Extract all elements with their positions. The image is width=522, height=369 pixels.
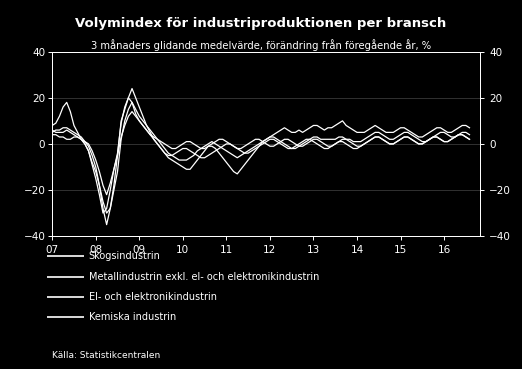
Text: Volymindex för industriproduktionen per bransch: Volymindex för industriproduktionen per …: [75, 17, 447, 30]
Text: El- och elektronikindustrin: El- och elektronikindustrin: [89, 292, 217, 302]
Text: Kemiska industrin: Kemiska industrin: [89, 312, 176, 323]
Text: Metallindustrin exkl. el- och elektronikindustrin: Metallindustrin exkl. el- och elektronik…: [89, 272, 319, 282]
Text: Källa: Statistikcentralen: Källa: Statistikcentralen: [52, 351, 160, 360]
Text: 3 månaders glidande medelvärde, förändring från föregående år, %: 3 månaders glidande medelvärde, förändri…: [91, 39, 431, 51]
Text: Skogsindustrin: Skogsindustrin: [89, 251, 161, 262]
